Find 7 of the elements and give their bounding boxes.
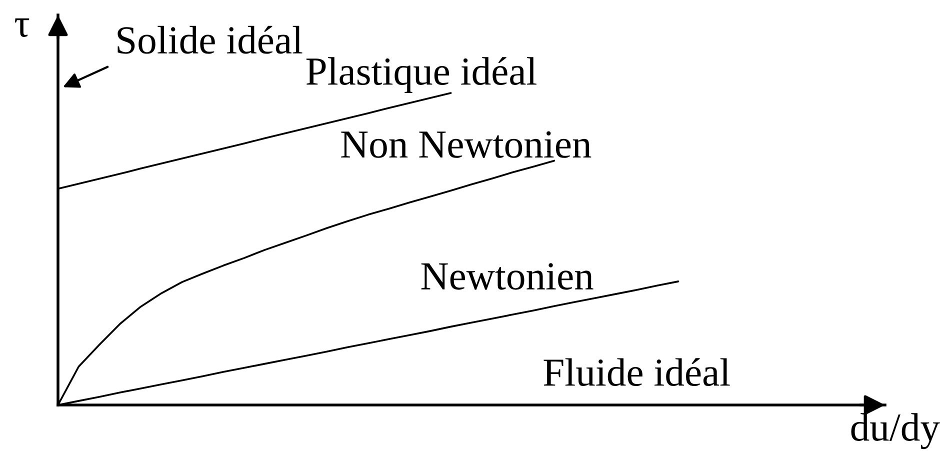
series-label: Newtonien xyxy=(421,263,594,290)
text: Solide idéal xyxy=(118,26,302,54)
annotation: Fluide idéal xyxy=(544,358,730,386)
series-label: Plastique idéal xyxy=(306,57,536,94)
x-axis-title: du/dy xyxy=(851,413,940,450)
y-axis-title: τ xyxy=(14,18,30,37)
series-label: Non Newtonien xyxy=(341,131,592,158)
